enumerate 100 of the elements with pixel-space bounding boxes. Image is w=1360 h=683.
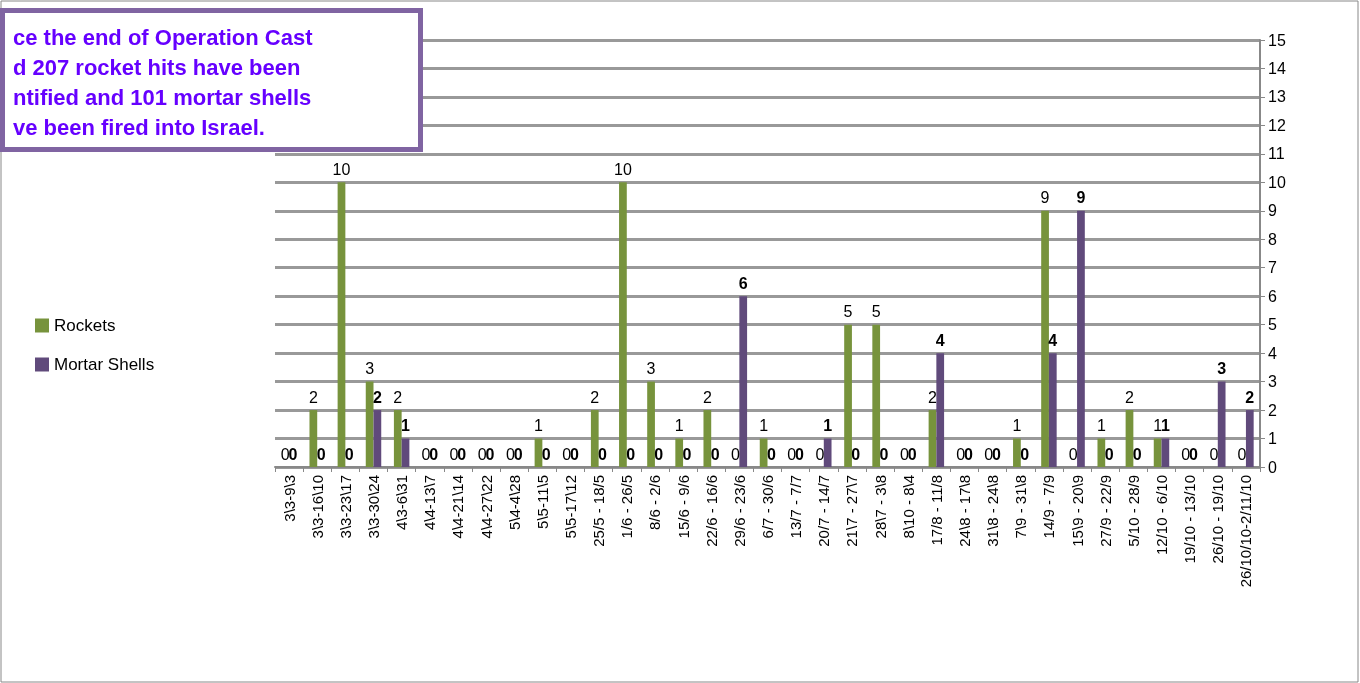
data-label: 10	[332, 160, 351, 178]
legend-label: Rockets	[54, 316, 116, 335]
data-label: 2	[1245, 388, 1255, 406]
x-tick-label: 15/6 - 9/6	[674, 475, 692, 539]
x-tick-label: 29/6 - 23/6	[730, 475, 748, 547]
x-tick-label: 13/7 - 7/7	[787, 475, 805, 539]
x-tick-label: 17/8 - 11/8	[927, 475, 945, 546]
bar	[647, 381, 655, 467]
y-tick-label: 11	[1268, 145, 1285, 163]
data-label: 1	[1012, 417, 1022, 435]
data-label: 0	[1181, 445, 1191, 463]
bar	[703, 410, 712, 467]
y-tick-label: 13	[1268, 88, 1286, 106]
data-label: 0	[1189, 445, 1199, 463]
bar	[928, 410, 937, 467]
data-label: 0	[815, 445, 825, 463]
data-label: 0	[344, 445, 354, 463]
bar	[823, 438, 832, 467]
y-tick-label: 5	[1268, 316, 1277, 334]
data-label: 6	[738, 274, 748, 292]
data-label: 1	[674, 417, 684, 435]
x-tick-label: 1/6 - 26/5	[618, 475, 636, 539]
data-label: 0	[541, 445, 551, 463]
data-label: 5	[871, 303, 881, 321]
data-label: 1	[759, 417, 769, 435]
data-label: 0	[562, 445, 572, 463]
data-label: 9	[1076, 189, 1086, 207]
x-tick-label: 4\4-27\22	[477, 475, 495, 539]
data-label: 0	[626, 445, 636, 463]
x-tick-label: 12/10 - 6/10	[1153, 475, 1170, 556]
y-tick-label: 9	[1268, 202, 1277, 220]
data-label: 2	[308, 388, 318, 406]
y-tick-label: 14	[1268, 59, 1286, 77]
data-label: 0	[316, 445, 326, 463]
data-label: 9	[1040, 189, 1050, 207]
bar	[590, 410, 599, 467]
x-tick-label: 31\8 - 24\8	[984, 475, 1002, 547]
x-tick-label: 25/5 - 18/5	[590, 475, 608, 547]
data-label: 0	[956, 445, 966, 463]
data-label: 0	[1068, 445, 1078, 463]
x-tick-label: 8\10 - 8\4	[899, 475, 917, 539]
data-label: 0	[1020, 445, 1030, 463]
x-tick-label: 14/9 - 7/9	[1040, 475, 1058, 539]
data-label: 0	[280, 445, 290, 463]
annotation: ce the end of Operation Cast d 207 rocket hits have been ntified and 101 mortar shells ve been fired into Israel.	[12, 24, 314, 142]
data-label: 0	[485, 445, 495, 463]
data-label: 2	[590, 388, 600, 406]
x-tick-label: 27/9 - 22/9	[1096, 475, 1114, 547]
y-tick-label: 12	[1268, 116, 1286, 134]
bar	[365, 381, 374, 467]
x-tick-label: 24\8 - 17\8	[956, 475, 973, 547]
x-tick-label: 3\3-30\24	[365, 475, 382, 539]
x-tick-label: 4\3-6\31	[393, 475, 411, 531]
bar	[1041, 210, 1049, 467]
x-tick-label: 3\3-16\10	[308, 475, 326, 539]
bar	[393, 410, 402, 467]
y-tick-label: 7	[1268, 259, 1277, 277]
data-label: 2	[1125, 388, 1135, 406]
x-tick-label: 15\9 - 20\9	[1068, 475, 1086, 547]
x-tick-label: 4\4-21\14	[449, 475, 467, 539]
bar	[872, 324, 881, 467]
data-label: 1	[823, 417, 833, 435]
data-label: 0	[598, 445, 608, 463]
data-label: 0	[569, 445, 579, 463]
data-label: 0	[654, 445, 664, 463]
x-tick-label: 5\5-11\5	[533, 475, 551, 529]
data-label: 0	[710, 445, 720, 463]
bar	[619, 182, 627, 467]
bar	[337, 182, 346, 467]
data-label: 0	[1104, 445, 1114, 463]
data-label: 0	[457, 445, 467, 463]
bar	[309, 410, 318, 467]
data-label: 0	[288, 445, 298, 463]
data-label: 0	[429, 445, 439, 463]
data-label: 0	[505, 445, 515, 463]
y-tick-label: 15	[1268, 31, 1286, 49]
data-label: 0	[731, 445, 741, 463]
data-label: 0	[795, 445, 805, 463]
x-tick-label: 22/6 - 16/6	[702, 475, 720, 547]
y-tick-label: 3	[1268, 373, 1277, 391]
x-tick-label: 7\9 - 31\8	[1012, 475, 1030, 539]
data-label: 0	[421, 445, 431, 463]
data-label: 0	[984, 445, 994, 463]
text-box: ce the end of Operation Cast d 207 rocket hits have been ntified and 101 mortar shells ve been fired into Israel.	[0, 8, 423, 152]
data-label: 1	[1153, 417, 1163, 435]
data-label: 4	[935, 331, 945, 349]
bar	[1048, 353, 1057, 467]
data-label: 0	[766, 445, 776, 463]
y-tick-label: 6	[1268, 287, 1277, 305]
data-label: 2	[393, 388, 403, 406]
x-tick-label: 20/7 - 14/7	[815, 475, 833, 547]
data-label: 0	[992, 445, 1002, 463]
bar	[1077, 210, 1085, 467]
data-label: 0	[449, 445, 459, 463]
data-label: 2	[928, 388, 938, 406]
y-tick-label: 10	[1268, 173, 1286, 191]
data-label: 0	[879, 445, 889, 463]
x-tick-label: 19/10 - 13/10	[1181, 475, 1199, 564]
x-tick-label: 8/6 - 2/6	[646, 475, 664, 531]
legend-label: Mortar Shells	[54, 355, 155, 374]
